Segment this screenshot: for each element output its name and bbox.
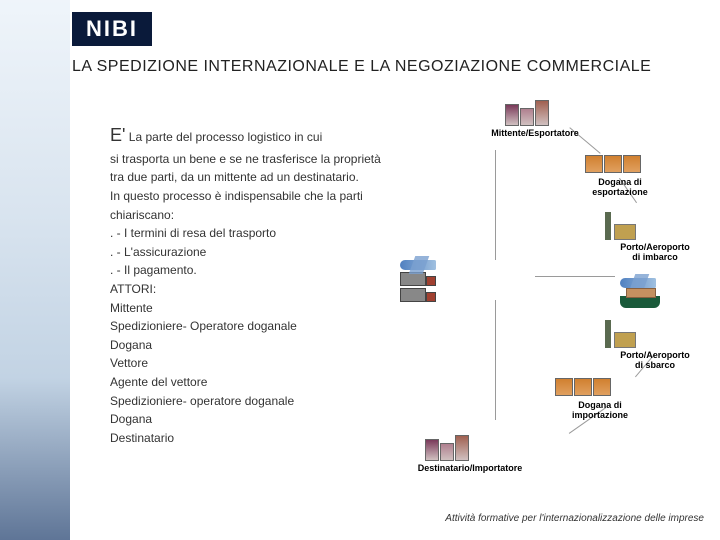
warehouse-icon (585, 155, 641, 173)
diagram-edge (495, 150, 496, 260)
port-icon (605, 212, 636, 240)
background-strip (0, 0, 70, 540)
node-label-mittente: Mittente/Esportatore (475, 128, 595, 138)
node-portoImb (605, 212, 636, 240)
node-label-dogImp: Dogana diimportazione (540, 400, 660, 420)
trucks-icon (400, 260, 436, 302)
factory-icon (425, 435, 469, 461)
diagram-edge (535, 276, 615, 277)
factory-icon (505, 100, 549, 126)
node-trucks (400, 260, 436, 302)
port-icon (605, 320, 636, 348)
page-title: LA SPEDIZIONE INTERNAZIONALE E LA NEGOZI… (72, 58, 651, 76)
node-dest (425, 435, 469, 461)
diagram-edge (495, 300, 496, 420)
node-portoSb (605, 320, 636, 348)
body-rest: si trasporta un bene e se ne trasferisce… (110, 152, 381, 445)
body-text: E' La parte del processo logistico in cu… (110, 122, 390, 447)
body-prefix: E' (110, 125, 125, 145)
node-mittente (505, 100, 549, 126)
footer-text: Attività formative per l'internazionaliz… (445, 513, 704, 524)
node-label-portoImb: Porto/Aeroportodi imbarco (600, 242, 710, 262)
node-dogExp (585, 155, 641, 173)
logo: NIBI (72, 12, 152, 46)
node-label-dogExp: Dogana diesportazione (570, 177, 670, 197)
flow-diagram: Mittente/Esportatore Dogana diesportazion… (395, 100, 705, 480)
node-label-portoSb: Porto/Aeroportodi sbarco (600, 350, 710, 370)
node-dogImp (555, 378, 611, 396)
node-label-dest: Destinatario/Importatore (395, 463, 545, 473)
warehouse-icon (555, 378, 611, 396)
node-ships (620, 278, 660, 308)
body-lead: La parte del processo logistico in cui (125, 130, 322, 144)
ships-icon (620, 278, 660, 308)
